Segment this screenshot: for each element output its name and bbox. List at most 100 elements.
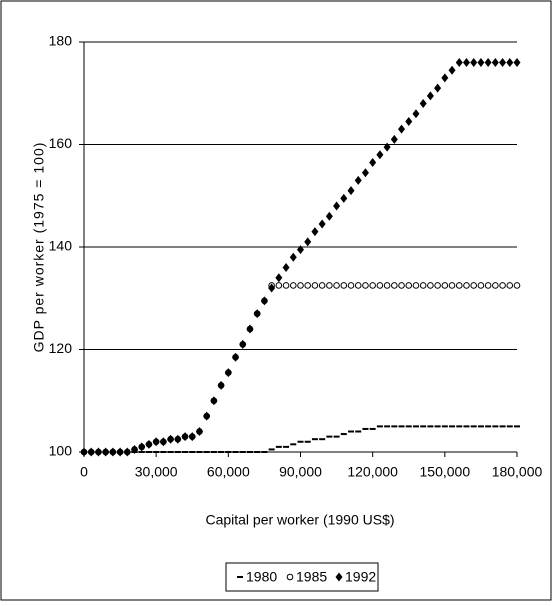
data-point (297, 440, 304, 443)
legend-label: 1992 (345, 569, 376, 585)
x-tick-label: 180,000 (492, 464, 543, 480)
y-tick-label: 180 (49, 33, 73, 49)
data-point (434, 425, 441, 428)
data-point (419, 99, 427, 108)
y-tick-label: 140 (49, 238, 73, 254)
data-point (455, 282, 463, 289)
data-point (268, 283, 276, 293)
data-point (456, 425, 463, 428)
data-point (289, 252, 297, 262)
data-point (289, 282, 297, 289)
data-point (448, 65, 456, 75)
data-point (405, 116, 413, 126)
data-point (195, 427, 203, 436)
legend-marker (335, 572, 343, 582)
y-axis-label: GDP per worker (1975 = 100) (31, 142, 47, 353)
data-point (326, 282, 333, 289)
data-point (203, 411, 211, 421)
data-point (354, 282, 362, 289)
data-point (318, 282, 326, 289)
data-point (145, 439, 153, 449)
data-point (463, 282, 470, 289)
data-point (391, 282, 398, 289)
data-point (181, 432, 189, 442)
data-point (426, 91, 434, 101)
data-point (434, 83, 442, 93)
legend-label: 1985 (296, 569, 327, 585)
data-point (297, 282, 304, 289)
data-point (499, 58, 507, 67)
data-point (275, 445, 282, 448)
data-point (188, 432, 196, 442)
legend-label: 1980 (246, 569, 277, 585)
data-point (455, 58, 463, 67)
data-point (492, 282, 499, 289)
data-point (376, 282, 384, 289)
data-point (333, 435, 340, 438)
data-point (449, 425, 456, 428)
data-point (275, 282, 283, 289)
data-point (80, 447, 88, 457)
x-tick-label: 30,000 (135, 464, 178, 480)
data-point (376, 150, 384, 160)
data-point (361, 168, 369, 178)
data-point (484, 282, 492, 289)
data-point (102, 447, 110, 457)
data-point (254, 451, 261, 453)
data-point (362, 427, 369, 430)
legend-box (225, 562, 379, 592)
data-point (340, 282, 348, 289)
data-point (369, 282, 376, 289)
data-point (506, 58, 514, 67)
data-point (246, 451, 253, 453)
x-tick-label: 60,000 (207, 464, 250, 480)
data-point (203, 451, 210, 453)
data-point (420, 425, 427, 428)
x-tick-label: 0 (80, 464, 88, 480)
data-point (412, 109, 420, 119)
data-point (383, 282, 391, 289)
data-point (304, 237, 312, 247)
data-point (109, 447, 117, 457)
data-point (340, 433, 347, 436)
data-point (318, 219, 326, 229)
data-point (369, 157, 377, 167)
data-point (239, 451, 246, 453)
data-point (311, 438, 318, 441)
data-point (491, 58, 499, 67)
data-point (470, 425, 477, 428)
data-point (434, 282, 441, 289)
data-point (182, 451, 189, 453)
data-point (405, 282, 413, 289)
data-point (94, 447, 102, 457)
data-point (325, 211, 333, 221)
x-tick-label: 90,000 (279, 464, 322, 480)
data-point (290, 443, 297, 446)
data-point (275, 273, 283, 283)
data-point (485, 425, 492, 428)
data-point (340, 193, 348, 203)
data-point (311, 282, 319, 289)
y-tick-label: 120 (49, 340, 73, 356)
data-point (260, 296, 268, 306)
data-point (138, 451, 145, 453)
data-point (167, 451, 174, 453)
data-point (160, 451, 167, 453)
data-point (268, 448, 275, 451)
data-point (419, 282, 427, 289)
data-point (282, 263, 290, 272)
data-point (304, 282, 312, 289)
data-point (116, 447, 124, 457)
data-point (348, 430, 355, 433)
data-point (462, 58, 470, 67)
data-point (210, 396, 218, 406)
data-point (441, 425, 448, 428)
data-point (123, 447, 131, 457)
data-point (224, 368, 232, 378)
data-point (383, 142, 391, 152)
data-point (326, 435, 333, 438)
data-point (398, 124, 406, 134)
data-point (514, 425, 520, 428)
data-point (427, 282, 434, 289)
